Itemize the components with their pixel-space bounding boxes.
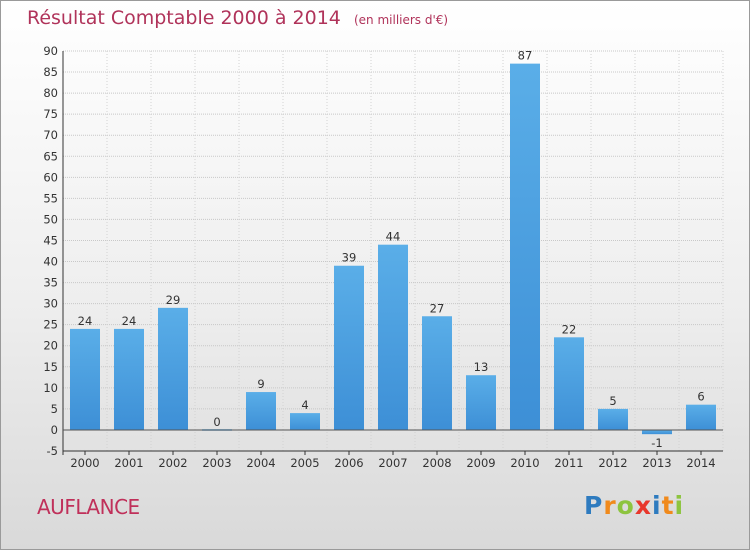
- bar-2013: [642, 429, 672, 435]
- y-tick-label: -5: [47, 444, 58, 458]
- bar-2009: [466, 375, 496, 430]
- bars: [70, 63, 716, 435]
- x-tick-label: 2000: [70, 456, 99, 470]
- brand-letter: r: [603, 491, 617, 520]
- bar-2004: [246, 392, 276, 430]
- y-tick-label: 20: [43, 339, 58, 353]
- bar-2010: [510, 63, 540, 430]
- x-tick-label: 2004: [246, 456, 275, 470]
- data-label: 29: [166, 293, 181, 307]
- bar-2007: [378, 244, 408, 430]
- brand-logo: Proxiti: [584, 491, 684, 520]
- y-tick-label: 30: [43, 297, 58, 311]
- bar-2008: [422, 316, 452, 430]
- bar-2011: [554, 337, 584, 430]
- y-tick-label: 35: [43, 276, 58, 290]
- chart-subtitle: (en milliers d'€): [353, 13, 449, 27]
- data-label: -1: [651, 436, 662, 450]
- y-tick-label: 5: [51, 402, 58, 416]
- x-tick-label: 2003: [202, 456, 231, 470]
- data-label: 39: [342, 251, 357, 265]
- brand-letter: i: [652, 491, 662, 520]
- axes: [62, 51, 723, 455]
- data-label: 24: [78, 314, 93, 328]
- x-tick-label: 2007: [378, 456, 407, 470]
- brand-letter: P: [584, 491, 604, 520]
- y-tick-label: 0: [51, 423, 58, 437]
- x-tick-label: 2012: [598, 456, 627, 470]
- bar-2005: [290, 413, 320, 430]
- bar-2000: [70, 328, 100, 430]
- bar-2001: [114, 328, 144, 430]
- data-label: 9: [257, 377, 264, 391]
- x-tick-label: 2001: [114, 456, 143, 470]
- y-tick-label: 65: [43, 149, 58, 163]
- brand-letter: i: [674, 491, 685, 520]
- y-tick-label: 10: [43, 381, 58, 395]
- y-tick-label: 90: [43, 44, 58, 58]
- y-tick-label: 80: [43, 86, 58, 100]
- data-label: 24: [122, 314, 137, 328]
- x-tick-label: 2002: [158, 456, 187, 470]
- y-tick-label: 25: [43, 318, 58, 332]
- brand-letter: o: [616, 491, 635, 520]
- labels: -505101520253035404550556065707580859024…: [43, 44, 715, 470]
- x-tick-label: 2008: [422, 456, 451, 470]
- brand-letter: t: [661, 491, 675, 520]
- bar-2002: [158, 307, 188, 430]
- data-label: 22: [562, 322, 577, 336]
- x-tick-label: 2005: [290, 456, 319, 470]
- x-tick-label: 2013: [642, 456, 671, 470]
- data-label: 87: [518, 49, 533, 63]
- data-label: 13: [474, 360, 489, 374]
- data-label: 44: [386, 230, 401, 244]
- y-tick-label: 50: [43, 212, 58, 226]
- y-tick-label: 60: [43, 170, 58, 184]
- y-tick-label: 40: [43, 255, 58, 269]
- bar-2006: [334, 265, 364, 430]
- y-tick-label: 70: [43, 128, 58, 142]
- brand-letter: x: [634, 491, 652, 520]
- data-label: 5: [609, 394, 616, 408]
- y-tick-label: 75: [43, 107, 58, 121]
- y-tick-label: 45: [43, 233, 58, 247]
- x-tick-label: 2006: [334, 456, 363, 470]
- data-label: 6: [697, 390, 704, 404]
- data-label: 0: [213, 415, 220, 429]
- data-label: 27: [430, 301, 445, 315]
- commune-name: AUFLANCE: [37, 495, 140, 519]
- data-label: 4: [301, 398, 308, 412]
- chart-title: Résultat Comptable 2000 à 2014: [27, 7, 341, 29]
- x-tick-label: 2010: [510, 456, 539, 470]
- bar-2012: [598, 408, 628, 430]
- x-tick-label: 2011: [554, 456, 583, 470]
- bar-2014: [686, 404, 716, 430]
- y-tick-label: 85: [43, 65, 58, 79]
- x-tick-label: 2014: [686, 456, 715, 470]
- y-tick-label: 15: [43, 360, 58, 374]
- x-tick-label: 2009: [466, 456, 495, 470]
- title-block: Résultat Comptable 2000 à 2014 (en milli…: [27, 7, 448, 29]
- y-tick-label: 55: [43, 191, 58, 205]
